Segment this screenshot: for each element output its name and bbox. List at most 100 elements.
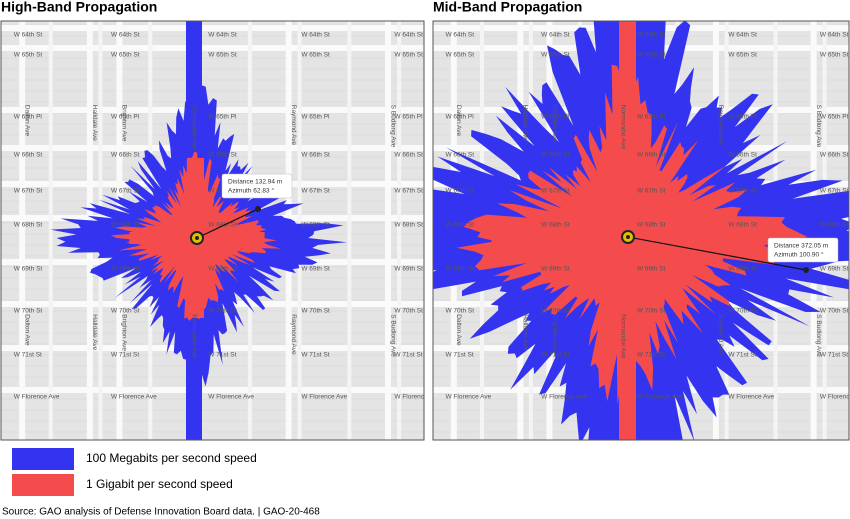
street-label: W 65th St bbox=[541, 52, 570, 59]
avenue-label: Halldale Ave bbox=[522, 314, 529, 350]
avenue-label: Normandie Ave bbox=[191, 105, 198, 150]
street-label: W 71st St bbox=[394, 352, 422, 359]
street-label: W 64th St bbox=[111, 32, 140, 39]
street-label: W 70th St bbox=[301, 308, 330, 315]
tower-center bbox=[195, 236, 199, 240]
street-label: W 65th St bbox=[728, 52, 757, 59]
street-label: W 67th St bbox=[445, 188, 474, 195]
street-label: W 71st St bbox=[208, 352, 236, 359]
street-label: W 67th St bbox=[111, 188, 140, 195]
avenue-label: Dalton Ave bbox=[455, 105, 462, 137]
street-label: W Florence Ave bbox=[394, 394, 440, 401]
map-title: High-Band Propagation bbox=[1, 0, 157, 15]
street-label: W 66th St bbox=[541, 152, 570, 159]
legend-swatch bbox=[12, 448, 74, 470]
avenue-label: Raymond Ave bbox=[290, 105, 297, 146]
street-label: W Florence Ave bbox=[14, 394, 60, 401]
street-label: W 65th St bbox=[394, 52, 423, 59]
street-label: W 70th St bbox=[394, 308, 423, 315]
street-label: W 66th St bbox=[637, 152, 666, 159]
avenue-label: Halldale Ave bbox=[91, 105, 98, 141]
legend-swatch bbox=[12, 474, 74, 496]
popup-distance: Distance 372.05 m bbox=[774, 243, 828, 250]
avenue-label: Brighton Ave bbox=[551, 105, 558, 142]
street-label: W 65th St bbox=[820, 52, 849, 59]
avenue-label: Brighton Ave bbox=[551, 314, 558, 351]
measure-line bbox=[627, 236, 807, 271]
avenue-label: Brighton Ave bbox=[121, 105, 128, 142]
avenue-label: S Budlong Ave bbox=[389, 314, 396, 357]
street-label: W 64th St bbox=[394, 32, 423, 39]
street-label: W 71st St bbox=[445, 352, 473, 359]
avenue-label: Dalton Ave bbox=[23, 105, 30, 137]
street-label: W 66th St bbox=[14, 152, 43, 159]
street-label: W 70th St bbox=[541, 308, 570, 315]
tower-center bbox=[626, 235, 630, 239]
street-label: W Florence Ave bbox=[301, 394, 347, 401]
street-label: W 65th Pl bbox=[637, 114, 666, 121]
measure-line bbox=[196, 208, 259, 239]
street-label: W 66th St bbox=[728, 152, 757, 159]
street-road bbox=[1, 45, 424, 51]
street-label: W 69th St bbox=[394, 266, 423, 273]
street-label: W 64th St bbox=[541, 32, 570, 39]
street-label: W 70th St bbox=[14, 308, 43, 315]
end-marker bbox=[803, 267, 809, 273]
street-label: W 65th Pl bbox=[820, 114, 849, 121]
street-label: W 65th Pl bbox=[301, 114, 330, 121]
avenue-label: Raymond Ave bbox=[717, 314, 724, 355]
avenue-label: Normandie Ave bbox=[191, 314, 198, 359]
street-label: W 66th St bbox=[111, 152, 140, 159]
avenue-label: Dalton Ave bbox=[455, 314, 462, 346]
street-label: W Florence Ave bbox=[445, 394, 491, 401]
street-label: W 64th St bbox=[301, 32, 330, 39]
popup-azimuth: Azimuth 62.83 ° bbox=[228, 187, 274, 195]
street-label: W 70th St bbox=[728, 308, 757, 315]
street-label: W 65th Pl bbox=[394, 114, 423, 121]
street-label: W 71st St bbox=[111, 352, 139, 359]
street-label: W 65th Pl bbox=[111, 114, 140, 121]
street-label: W Florence Ave bbox=[208, 394, 254, 401]
street-label: W 69th St bbox=[637, 266, 666, 273]
avenue-label: Halldale Ave bbox=[522, 105, 529, 141]
street-label: W 68th St bbox=[728, 222, 757, 229]
legend-label: 100 Megabits per second speed bbox=[86, 451, 257, 465]
street-label: W Florence Ave bbox=[820, 394, 850, 401]
street-label: W 68th St bbox=[541, 222, 570, 229]
street-label: W 70th St bbox=[445, 308, 474, 315]
street-label: W 67th St bbox=[14, 188, 43, 195]
street-label: W 69th St bbox=[541, 266, 570, 273]
map-title: Mid-Band Propagation bbox=[433, 0, 582, 15]
avenue-label: Halldale Ave bbox=[91, 314, 98, 350]
street-label: W 67th St bbox=[728, 188, 757, 195]
street-label: W 69th St bbox=[111, 266, 140, 273]
map: W 64th St W 64th St W 64th St W 64th St W 64… bbox=[433, 21, 850, 440]
street-label: W 67th St bbox=[541, 188, 570, 195]
street-label: W 65th St bbox=[637, 52, 666, 59]
street-label: W 68th St bbox=[637, 222, 666, 229]
avenue-label: S Budlong Ave bbox=[815, 314, 822, 357]
popup-azimuth: Azimuth 100.90 ° bbox=[774, 251, 824, 259]
end-marker bbox=[255, 206, 261, 212]
street-label: W 69th St bbox=[445, 266, 474, 273]
street-label: W Florence Ave bbox=[541, 394, 587, 401]
legend-label: 1 Gigabit per second speed bbox=[86, 477, 233, 491]
street-label: W 65th St bbox=[445, 52, 474, 59]
street-label: W 65th Pl bbox=[541, 114, 570, 121]
street-label: W 65th St bbox=[14, 52, 43, 59]
street-label: W 69th St bbox=[14, 266, 43, 273]
street-label: W 68th St bbox=[820, 222, 849, 229]
avenue-label: Raymond Ave bbox=[717, 105, 724, 146]
street-label: W 65th Pl bbox=[728, 114, 757, 121]
minor-road bbox=[397, 21, 402, 440]
street-label: W 71st St bbox=[728, 352, 756, 359]
popup-box bbox=[221, 173, 293, 199]
map-border bbox=[432, 20, 850, 441]
avenue-label: Normandie Ave bbox=[619, 105, 626, 150]
street-label: W 69th St bbox=[208, 266, 237, 273]
street-label: W 64th St bbox=[14, 32, 43, 39]
street-label: W 66th St bbox=[445, 152, 474, 159]
street-label: W 69th St bbox=[728, 266, 757, 273]
street-label: W 70th St bbox=[820, 308, 849, 315]
street-label: W 64th St bbox=[637, 32, 666, 39]
